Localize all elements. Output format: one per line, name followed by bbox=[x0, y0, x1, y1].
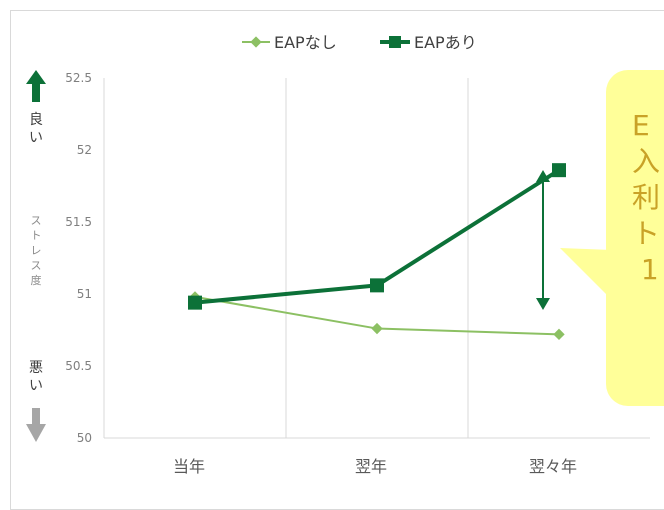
data-point bbox=[553, 328, 565, 340]
good-arrow-icon bbox=[26, 70, 46, 102]
x-tick-label: 翌年 bbox=[355, 457, 387, 476]
y-tick-label: 52 bbox=[77, 143, 92, 157]
callout-pointer bbox=[560, 248, 612, 300]
data-point bbox=[188, 295, 202, 310]
good-label-char-2: い bbox=[29, 130, 43, 146]
chart-frame bbox=[10, 10, 664, 510]
legend-marker-eap-nashi bbox=[250, 36, 262, 48]
y-tick-labels: 50 50.5 51 51.5 52 52.5 bbox=[65, 71, 92, 445]
data-point bbox=[552, 163, 566, 178]
callout-box bbox=[606, 70, 664, 406]
y-tick-label: 50 bbox=[77, 431, 92, 445]
y-tick-label: 51 bbox=[77, 287, 92, 301]
series-layer bbox=[188, 163, 566, 340]
line-chart: EAPなし EAPあり 50 50.5 51 51.5 52 52.5 当年 翌年 翌々年 良… bbox=[26, 33, 650, 476]
bad-label-char-1: 悪 bbox=[29, 360, 43, 376]
y-axis-label-char: 度 bbox=[31, 273, 42, 287]
y-tick-label: 50.5 bbox=[65, 359, 92, 373]
x-tick-label: 当年 bbox=[173, 457, 205, 476]
bad-label-char-2: い bbox=[29, 378, 43, 394]
callout-text: E 入 利 ト 1 bbox=[632, 109, 661, 286]
y-axis-label-char: ト bbox=[31, 229, 42, 242]
bad-arrow-icon bbox=[26, 408, 46, 442]
y-axis-label-char: ス bbox=[31, 259, 42, 272]
data-point bbox=[371, 322, 383, 335]
y-axis-label-char: レ bbox=[31, 244, 42, 257]
y-tick-label: 51.5 bbox=[65, 215, 92, 229]
legend-marker-eap-ari bbox=[389, 36, 401, 48]
legend-label-eap-ari: EAPあり bbox=[414, 33, 477, 52]
legend-label-eap-nashi: EAPなし bbox=[274, 33, 337, 52]
difference-arrow-icon bbox=[536, 170, 550, 310]
y-tick-label: 52.5 bbox=[65, 71, 92, 85]
x-tick-label: 翌々年 bbox=[529, 457, 577, 476]
y-axis-label-char: ス bbox=[31, 214, 42, 227]
good-label-char-1: 良 bbox=[29, 112, 43, 128]
x-category-labels: 当年 翌年 翌々年 bbox=[173, 457, 577, 476]
data-point bbox=[370, 278, 384, 293]
legend: EAPなし EAPあり bbox=[242, 33, 477, 52]
